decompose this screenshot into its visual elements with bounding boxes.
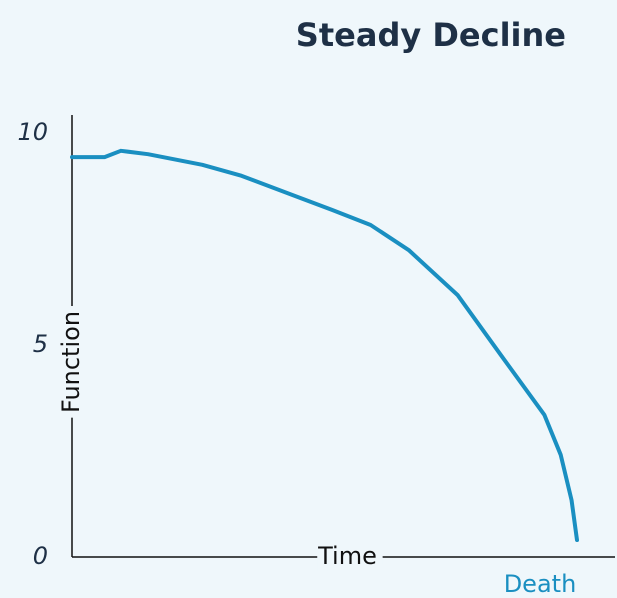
x-axis-label: Time	[317, 542, 377, 570]
y-tick-label: 5	[33, 330, 48, 358]
y-tick-label: 0	[33, 542, 48, 570]
line	[70, 148, 579, 543]
y-tick-label: 10	[17, 118, 48, 146]
chart-title: Steady Decline	[296, 16, 566, 54]
y-axis-label: Function	[57, 311, 85, 413]
annotation: Death	[504, 570, 577, 598]
